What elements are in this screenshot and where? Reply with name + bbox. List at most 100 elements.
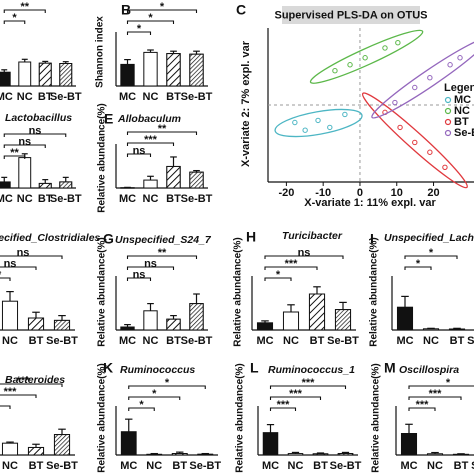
x-tick-label: MC [256,335,273,347]
panel-title: Ruminococcus [120,364,195,376]
significance-bracket [408,396,462,400]
confidence-ellipse [371,37,474,119]
x-tick-label: BT [38,193,53,205]
y-axis-label: Relative abundance(%) [97,237,108,346]
panel-title: Unspecified_Clostridiales [0,232,101,244]
panel-title: Lactobacillus [5,112,72,124]
bar-hatch [166,318,181,331]
scatter-point [395,40,401,46]
x-tick-label: Se-BT [50,193,82,205]
significance-bracket [0,266,37,270]
x-tick-label: MC [0,193,13,205]
x-tick-label: BT [454,460,469,472]
significance-label: * [416,258,421,270]
bar [396,306,414,331]
bar-hatch [189,171,204,189]
significance-label: * [276,269,281,281]
scatter-point [427,75,433,81]
bar-hatch [308,293,326,331]
y-axis-label: X-variate 2: 7% expl. var [240,40,252,167]
significance-bracket [269,407,297,411]
x-tick-label: MC [396,335,413,347]
confidence-ellipse [309,29,424,84]
x-tick-label: BT [166,335,181,347]
significance-bracket [269,396,322,400]
x-tick-label: Se-BT [46,335,78,347]
scatter-point [427,149,433,155]
x-tick-label: Se-BT [181,193,213,205]
chart-title: Supervised PLS-DA on OTUS [274,9,427,21]
bar-hatch [166,53,181,87]
x-tick-label: MC [120,460,137,472]
scatter-point [332,68,338,74]
significance-label: *** [416,399,430,411]
panel-title: Bacteroides [5,374,65,386]
significance-label: *** [302,377,316,389]
bar [146,453,163,456]
panel-title: Turicibacter [282,230,343,242]
significance-label: ns [133,145,146,157]
x-tick-label: Se-BT [50,91,82,103]
x-tick-label: BT [310,335,325,347]
significance-bracket [264,266,318,270]
bar [18,61,32,87]
significance-bracket [404,266,432,270]
significance-label: ns [144,258,157,270]
bar [287,453,304,456]
x-tick-label: Se-BT [181,91,213,103]
significance-bracket [3,144,46,148]
significance-label: * [160,1,165,13]
legend-title: Legend [444,82,474,94]
scatter-point [412,139,418,146]
bar-hatch [312,453,329,456]
x-tick-label: NC [17,91,33,103]
significance-label: * [446,377,451,389]
significance-bracket [0,394,37,398]
bar [0,181,11,189]
bar-hatch [189,303,204,331]
panel-title: Oscillospira [399,364,459,376]
y-axis-label: Shannon index [95,16,106,88]
x-tick-label: MC [119,193,136,205]
significance-label: ** [0,269,2,281]
x-tick-label: MC [0,91,13,103]
y-axis-label: Relative abundance(%) [369,237,380,346]
bar [120,63,135,87]
significance-label: ns [133,269,146,281]
bar [143,179,158,189]
y-axis-label: Relative abundance(%) [97,363,108,472]
significance-label: *** [144,134,158,146]
x-tick-label: Se-BT [46,460,78,472]
bar [143,310,158,331]
panel-title: Unspecified_S24_7 [115,234,212,246]
bar-hatch [38,62,52,87]
title-box [282,6,420,24]
significance-bracket [3,20,26,24]
significance-bracket [0,277,11,281]
significance-label: *** [285,258,299,270]
panel-letter: H [246,229,256,245]
significance-label: ns [4,258,17,270]
significance-label: ns [298,247,311,259]
panel-title: Allobaculum [117,113,181,125]
panel-letter: C [236,2,246,18]
significance-bracket [126,255,198,259]
significance-label: * [139,399,144,411]
significance-label: * [137,23,142,35]
x-tick-label: 20 [427,187,439,199]
panel-title: Unspecified_Lachnospiraceae [384,232,474,244]
bar-hatch [166,165,181,189]
x-tick-label: NC [423,335,439,347]
x-tick-label: BT [450,335,465,347]
panel-letter: L [250,360,259,376]
significance-bracket [126,277,152,281]
significance-bracket [408,407,436,411]
legend-label: MC [454,94,471,106]
x-tick-label: MC [400,460,417,472]
significance-label: * [12,12,17,24]
significance-bracket [126,20,175,24]
significance-label: ** [158,247,167,259]
x-tick-label: BT [172,460,187,472]
